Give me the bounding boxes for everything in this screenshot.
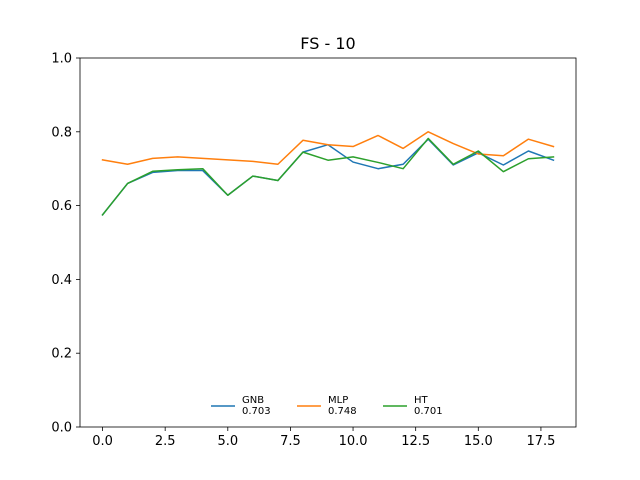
y-tick-label: 0.4: [51, 273, 72, 288]
x-tick-label: 5.0: [217, 434, 238, 449]
legend-label: HT: [414, 395, 429, 406]
x-tick-label: 7.5: [280, 434, 301, 449]
legend-entry-ht: HT0.701: [383, 395, 443, 417]
x-tick-label: 17.5: [526, 434, 555, 449]
y-tick-label: 0.0: [51, 421, 72, 436]
chart-title: FS - 10: [300, 34, 355, 53]
legend-label: MLP: [328, 395, 348, 406]
x-tick-label: 15.0: [464, 434, 493, 449]
legend-score: 0.703: [242, 406, 271, 417]
y-tick-label: 0.8: [51, 125, 72, 140]
legend-score: 0.701: [414, 406, 443, 417]
y-tick-label: 0.6: [51, 199, 72, 214]
legend-label: GNB: [242, 395, 264, 406]
axes: 0.0 2.5 5.0 7.5 10.0 12.5 15.0 17.5 0.0 0.2 0.4 0.6…: [51, 52, 577, 449]
x-tick-label: 2.5: [155, 434, 176, 449]
series-line-mlp: [101, 131, 555, 166]
y-tick-label: 1.0: [51, 52, 72, 67]
x-tick-label: 12.5: [401, 434, 430, 449]
plot-area: [101, 131, 555, 216]
axes-frame: [79, 57, 577, 428]
x-tick-label: 10.0: [339, 434, 368, 449]
x-tick-label: 0.0: [92, 434, 113, 449]
series-line-ht: [101, 137, 555, 216]
legend-score: 0.748: [328, 406, 357, 417]
y-tick-label: 0.2: [51, 347, 72, 362]
